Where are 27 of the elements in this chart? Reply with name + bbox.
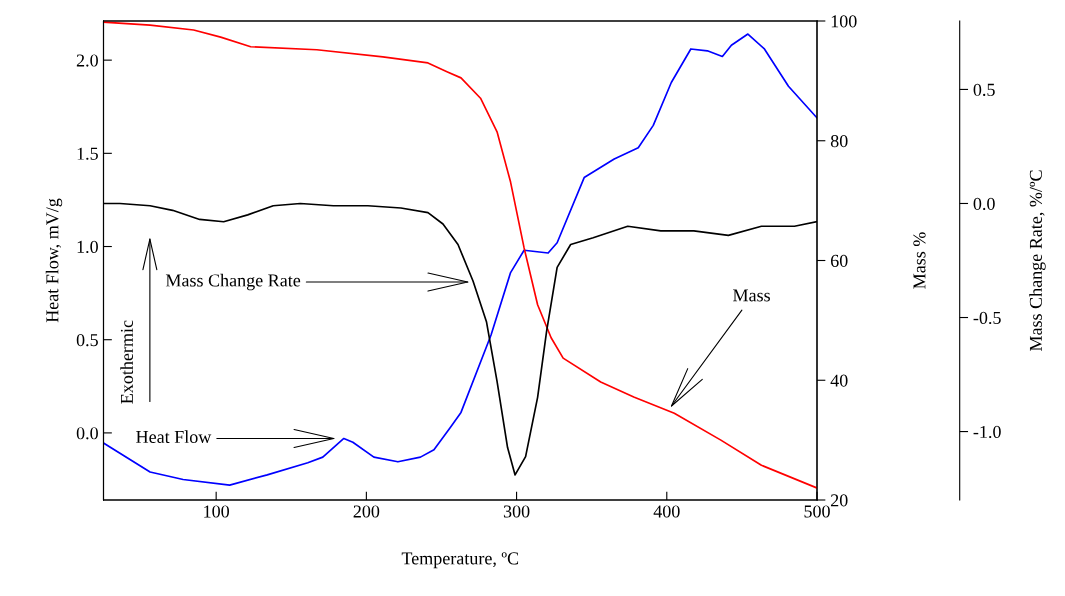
x-tick-label: 100 [204,505,230,518]
y-tick-label: 1.0 [77,240,98,254]
y2-tick-label: 40 [830,374,848,387]
annotation: Heat Flow [136,430,212,444]
annotation: Exothermic [120,320,133,404]
y-axis-title: Heat Flow, mV/g [45,198,63,323]
x-tick-label: 300 [503,505,530,518]
y3-tick-label: -0.5 [973,311,1001,325]
y3-tick-label: -1.0 [973,425,1001,439]
x-axis-title: Temperature, ºC [401,552,519,569]
y-tick-label: 2.0 [76,54,98,67]
annotation: Mass [733,289,770,302]
x-tick-label: 400 [653,505,680,518]
y2-tick-label: 80 [830,135,848,148]
x-tick-label: 500 [804,505,830,518]
annotation: Mass Change Rate [165,273,301,291]
y3-tick-label: 0.0 [973,197,995,210]
y-tick-label: 1.5 [77,147,98,160]
x-tick-label: 200 [353,505,380,518]
y2-tick-label: 100 [831,15,857,28]
y3-axis-title: Mass Change Rate, %/ºC [1029,170,1046,352]
y2-tick-label: 60 [830,254,848,267]
y3-tick-label: 0.5 [973,83,995,96]
y-tick-label: 0.5 [76,333,98,347]
y-tick-label: 0.0 [76,427,98,440]
y2-axis-title: Mass % [913,232,926,289]
y2-tick-label: 20 [830,494,848,507]
